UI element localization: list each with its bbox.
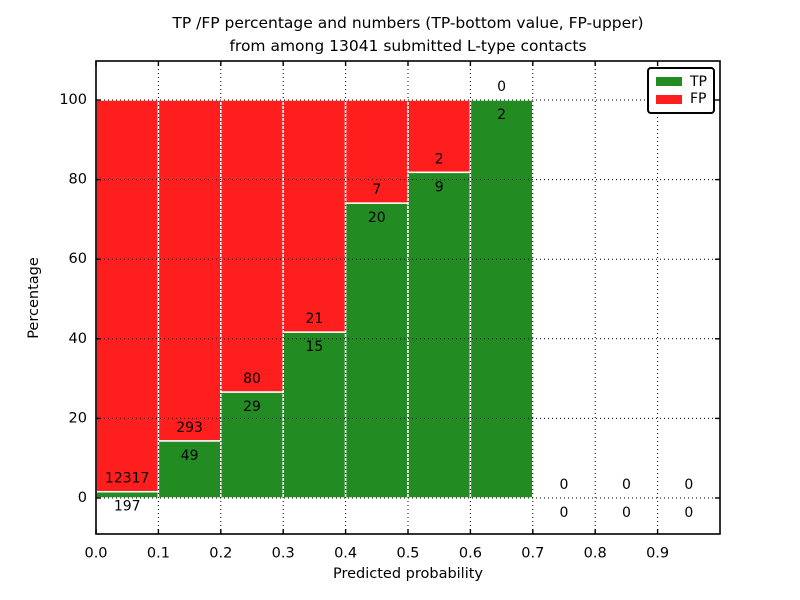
legend: TP FP [647, 67, 715, 114]
tp-count-label: 29 [243, 399, 261, 415]
fp-count-label: 2 [435, 151, 444, 167]
fp-count-label: 0 [622, 477, 631, 493]
fp-bar-segment [220, 99, 284, 393]
legend-entry-fp: FP [656, 91, 707, 108]
legend-label-tp: TP [690, 73, 707, 90]
fp-bar-segment [157, 99, 222, 442]
x-axis-title: Predicted probability [332, 566, 484, 582]
x-tick-label: 0.6 [459, 546, 482, 562]
x-tick-label: 0.9 [646, 546, 669, 562]
tp-count-label: 2 [497, 107, 506, 123]
tp-bar-segment [407, 171, 472, 499]
y-tick-label: 0 [78, 490, 87, 506]
y-tick-label: 80 [69, 172, 87, 188]
legend-swatch-fp-icon [656, 94, 682, 104]
fp-count-label: 7 [372, 182, 381, 198]
tp-count-label: 0 [622, 505, 631, 521]
x-tick-label: 0.7 [521, 546, 544, 562]
tp-count-label: 197 [114, 499, 141, 515]
x-tick-label: 0.5 [396, 546, 419, 562]
tp-bar-segment [95, 490, 160, 499]
tp-bar-segment [157, 440, 222, 499]
legend-entry-tp: TP [656, 73, 707, 90]
fp-bar-segment [95, 99, 160, 493]
x-tick-label: 0.3 [272, 546, 295, 562]
fp-count-label: 80 [243, 371, 261, 387]
fp-count-label: 21 [305, 311, 323, 327]
fp-count-label: 293 [176, 420, 203, 436]
plot-frame [95, 60, 721, 535]
chart-title-line2: from among 13041 submitted L-type contac… [229, 37, 587, 55]
tp-bar-segment [282, 331, 347, 499]
y-tick-label: 20 [69, 410, 87, 426]
legend-label-fp: FP [690, 91, 707, 108]
tp-count-label: 15 [305, 339, 323, 355]
x-tick-label: 0.2 [209, 546, 232, 562]
tp-bar-segment [469, 99, 534, 499]
tp-bar-segment [220, 391, 284, 499]
legend-swatch-tp-icon [656, 77, 682, 87]
fp-count-label: 0 [560, 477, 569, 493]
fp-bar-segment [282, 99, 347, 333]
chart-title-line1: TP /FP percentage and numbers (TP-bottom… [172, 14, 644, 32]
fp-count-label: 12317 [105, 471, 150, 487]
y-tick-label: 100 [59, 92, 87, 108]
y-tick-label: 60 [69, 251, 87, 267]
fp-count-label: 0 [684, 477, 693, 493]
x-tick-label: 0.1 [147, 546, 170, 562]
x-tick-label: 0.0 [84, 546, 107, 562]
tp-count-label: 49 [181, 448, 199, 464]
y-tick-label: 40 [69, 331, 87, 347]
tp-count-label: 0 [560, 505, 569, 521]
tp-count-label: 20 [368, 210, 386, 226]
tp-bar-segment [344, 202, 409, 499]
tp-count-label: 9 [435, 179, 444, 195]
fp-count-label: 0 [497, 79, 506, 95]
x-tick-label: 0.4 [334, 546, 357, 562]
tp-count-label: 0 [684, 505, 693, 521]
x-tick-label: 0.8 [584, 546, 607, 562]
